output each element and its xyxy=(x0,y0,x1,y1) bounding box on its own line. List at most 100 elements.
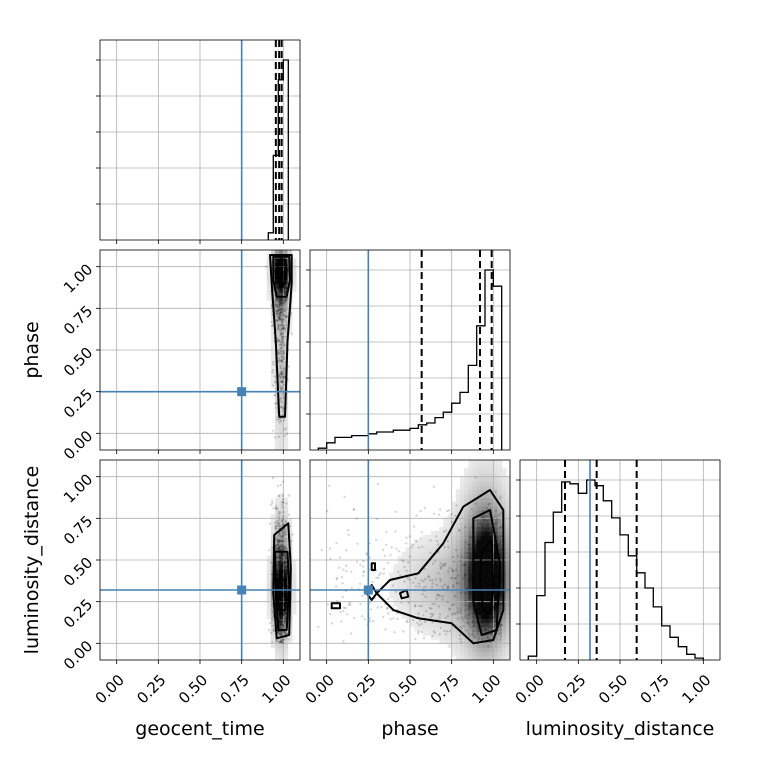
density-cell xyxy=(422,597,428,603)
scatter-point xyxy=(494,490,497,494)
scatter-point xyxy=(279,616,282,619)
density-cell xyxy=(480,585,486,590)
scatter-point xyxy=(283,572,287,576)
scatter-point xyxy=(276,283,279,286)
scatter-point xyxy=(280,575,283,579)
density-cell xyxy=(497,593,503,599)
density-cell xyxy=(426,580,432,586)
scatter-point xyxy=(472,611,476,614)
density-cell xyxy=(460,539,465,544)
scatter-point xyxy=(275,312,278,315)
density-cell xyxy=(426,543,432,549)
density-cell xyxy=(283,437,289,443)
scatter-point xyxy=(496,571,499,574)
scatter-point xyxy=(278,640,281,644)
scatter-point xyxy=(362,560,365,563)
density-cell xyxy=(505,643,511,649)
scatter-point xyxy=(485,580,488,584)
scatter-point xyxy=(282,506,285,509)
density-cell xyxy=(401,614,407,619)
density-cell xyxy=(497,547,503,553)
scatter-point xyxy=(478,608,481,611)
scatter-point xyxy=(279,311,282,314)
density-cell xyxy=(266,568,272,574)
density-cell xyxy=(505,539,511,544)
scatter-point xyxy=(495,556,498,560)
scatter-point xyxy=(487,591,491,595)
density-cell xyxy=(480,489,486,494)
scatter-point xyxy=(286,278,289,282)
density-cell xyxy=(468,547,474,553)
scatter-point xyxy=(278,557,282,560)
density-cell xyxy=(476,568,482,574)
scatter-point xyxy=(277,539,280,543)
scatter-point xyxy=(277,324,280,327)
density-cell xyxy=(505,639,511,644)
density-cell xyxy=(468,497,474,503)
scatter-point xyxy=(280,559,283,562)
scatter-point xyxy=(290,539,293,543)
density-cell xyxy=(439,593,444,599)
density-cell xyxy=(493,489,499,494)
y-tick-label: 0.75 xyxy=(60,302,96,338)
density-cell xyxy=(447,639,453,644)
density-cell xyxy=(270,283,276,289)
scatter-point xyxy=(278,268,281,271)
scatter-point xyxy=(279,288,283,292)
scatter-point xyxy=(279,263,282,266)
scatter-point xyxy=(285,547,289,550)
density-cell xyxy=(283,551,289,557)
density-cell xyxy=(468,635,474,640)
scatter-point xyxy=(443,583,446,586)
density-cell xyxy=(472,622,478,628)
scatter-point xyxy=(277,324,280,327)
scatter-point xyxy=(279,581,283,584)
scatter-point xyxy=(282,523,285,526)
scatter-point xyxy=(317,625,320,629)
scatter-point xyxy=(465,555,469,559)
scatter-point xyxy=(476,590,479,593)
density-cell xyxy=(485,535,490,540)
scatter-point xyxy=(278,540,281,544)
density-cell xyxy=(451,526,457,532)
scatter-point xyxy=(284,315,287,318)
density-cell xyxy=(497,505,503,511)
scatter-point xyxy=(281,539,284,543)
density-cell xyxy=(489,580,494,586)
density-cell xyxy=(451,510,457,515)
density-cell xyxy=(464,618,469,624)
density-cell xyxy=(279,497,284,503)
scatter-point xyxy=(282,624,285,628)
scatter-point xyxy=(277,417,281,421)
scatter-point xyxy=(279,587,282,590)
density-cell xyxy=(418,585,424,590)
scatter-point xyxy=(282,273,286,277)
scatter-point xyxy=(279,264,282,267)
scatter-point xyxy=(282,594,285,597)
scatter-point xyxy=(281,590,284,593)
scatter-point xyxy=(278,267,281,270)
density-cell xyxy=(472,635,478,640)
density-cell xyxy=(414,576,419,582)
scatter-point xyxy=(487,549,490,553)
density-cell xyxy=(447,605,453,611)
scatter-point xyxy=(376,606,379,609)
scatter-point xyxy=(281,572,285,575)
scatter-point xyxy=(486,563,489,566)
scatter-point xyxy=(284,540,287,543)
density-cell xyxy=(468,614,474,619)
density-cell xyxy=(497,639,503,644)
density-cell xyxy=(464,547,469,553)
density-cell xyxy=(279,572,284,578)
density-cell xyxy=(270,316,276,322)
scatter-point xyxy=(417,623,421,627)
scatter-point xyxy=(403,580,406,583)
density-cell xyxy=(489,505,494,511)
density-cell xyxy=(435,535,440,540)
scatter-point xyxy=(274,275,277,278)
density-cell xyxy=(455,655,461,661)
scatter-point xyxy=(496,563,500,567)
density-cell xyxy=(266,283,272,289)
scatter-point xyxy=(282,545,285,548)
scatter-point xyxy=(280,564,283,567)
